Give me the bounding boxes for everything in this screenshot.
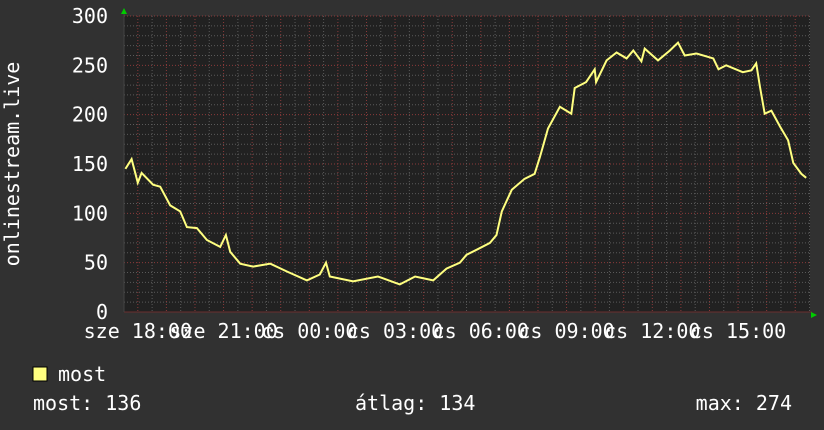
y-tick-label: 300 xyxy=(72,4,108,28)
y-tick-label: 200 xyxy=(72,103,108,127)
legend-swatch xyxy=(32,366,48,382)
y-tick-label: 0 xyxy=(96,300,108,324)
grid xyxy=(124,15,811,312)
x-tick-label: cs 03:00 xyxy=(347,319,443,343)
x-tick-label: sze 21:00 xyxy=(169,319,277,343)
x-tick-label: sze 18:00 xyxy=(84,319,192,343)
x-tick-label: cs 06:00 xyxy=(433,319,529,343)
x-tick-label: cs 09:00 xyxy=(518,319,614,343)
y-axis-arrow-icon xyxy=(121,8,127,14)
y-axis-label: onlinestream.live xyxy=(0,62,24,267)
stat-current: most: 136 xyxy=(33,391,141,415)
y-tick-label: 100 xyxy=(72,201,108,225)
stat-average: átlag: 134 xyxy=(355,391,475,415)
y-tick-label: 150 xyxy=(72,152,108,176)
series-line-most xyxy=(124,40,807,286)
x-tick-label: cs 15:00 xyxy=(690,319,786,343)
y-tick-label: 250 xyxy=(72,53,108,77)
stat-max: max: 274 xyxy=(696,391,792,415)
x-tick-label: cs 12:00 xyxy=(604,319,700,343)
y-axis-ticks: 0 50 100 150 200 250 300 xyxy=(72,4,108,324)
legend-label: most xyxy=(58,362,106,386)
x-axis-arrow-icon xyxy=(811,312,817,318)
y-tick-label: 50 xyxy=(84,251,108,275)
x-tick-label: cs 00:00 xyxy=(261,319,357,343)
